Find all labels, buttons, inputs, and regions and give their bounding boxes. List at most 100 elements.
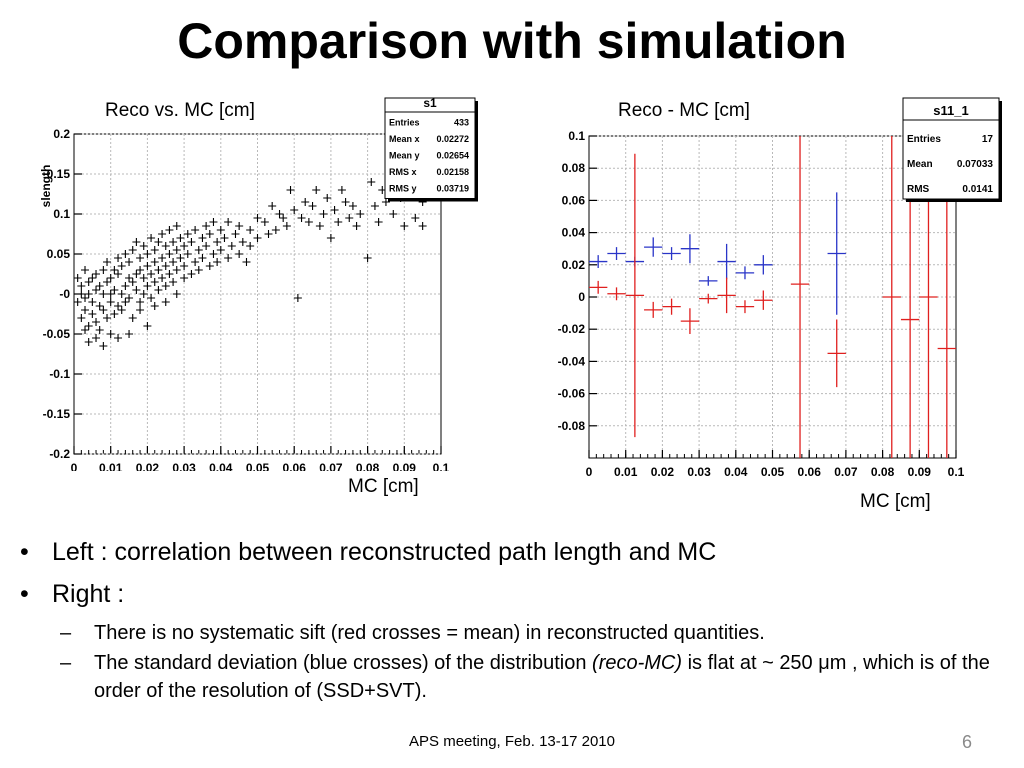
scatter-point [92, 318, 101, 326]
errorbar-point [790, 136, 810, 458]
bullet-dot: • [20, 580, 29, 608]
left-scatter-chart: 0 0.01 0.02 0.03 0.04 0.05 0.06 0.07 0.08 0.09 0.1… [39, 96, 478, 471]
stats-box-value: 0.07033 [957, 159, 994, 170]
y-tick-label: -0.02 [558, 322, 586, 336]
scatter-point [227, 242, 236, 250]
scatter-point [187, 238, 196, 246]
sub-bullet-dash: – [60, 622, 72, 644]
scatter-point [165, 250, 174, 258]
errorbar-point [754, 255, 773, 275]
scatter-point [110, 266, 119, 274]
stats-box-value: 0.03719 [436, 184, 469, 194]
scatter-point [154, 286, 163, 294]
scatter-point [411, 214, 420, 222]
right-chart-xlabel: MC [cm] [860, 491, 931, 512]
errorbar-point [754, 290, 773, 310]
y-tick-label: 0 [578, 290, 585, 304]
scatter-point [128, 314, 137, 322]
errorbar-point [644, 237, 663, 257]
scatter-point [121, 282, 130, 290]
scatter-point [99, 290, 108, 298]
y-tick-label: 0.05 [47, 247, 71, 261]
scatter-point [150, 302, 159, 310]
scatter-point [128, 278, 137, 286]
scatter-point [117, 306, 126, 314]
errorbar-point [699, 293, 718, 304]
scatter-point [92, 270, 101, 278]
bullet-item: • Right : [18, 577, 1008, 611]
scatter-point [117, 262, 126, 270]
y-axis-label: slength [39, 165, 53, 208]
stats-box-value: 17 [982, 134, 994, 145]
scatter-point [121, 298, 130, 306]
scatter-point [84, 290, 93, 298]
scatter-point [147, 294, 156, 302]
scatter-point [161, 298, 170, 306]
x-tick-label: 0 [71, 461, 78, 471]
stats-box-value: 433 [454, 118, 469, 128]
x-tick-label: 0.04 [724, 465, 748, 479]
scatter-point [136, 254, 145, 262]
sub-bullet-text-part: is flat at ~ 250 [682, 652, 819, 674]
sub-bullet-text-part: The standard deviation (blue crosses) of… [94, 652, 593, 674]
scatter-point [143, 282, 152, 290]
scatter-point [150, 246, 159, 254]
scatter-point [356, 210, 365, 218]
scatter-point [180, 262, 189, 270]
scatter-point [308, 202, 317, 210]
errorbar-point [680, 234, 700, 264]
stats-box-title: s11_1 [933, 103, 968, 118]
scatter-point [81, 294, 90, 302]
scatter-point [161, 282, 170, 290]
slide-title: Comparison with simulation [177, 13, 847, 69]
scatter-point [143, 322, 152, 330]
scatter-point [136, 306, 145, 314]
scatter-point [132, 270, 141, 278]
scatter-point [114, 270, 123, 278]
x-tick-label: 0.1 [948, 465, 965, 479]
x-tick-label: 0.05 [761, 465, 785, 479]
y-tick-label: -0.05 [43, 327, 71, 341]
scatter-point [363, 254, 372, 262]
scatter-point [253, 214, 262, 222]
y-tick-label: 0.1 [568, 129, 585, 143]
scatter-point [275, 210, 284, 218]
errorbar-point [882, 136, 901, 458]
scatter-point [154, 266, 163, 274]
bullet-dot: • [20, 538, 29, 566]
scatter-point [172, 290, 181, 298]
scatter-point [99, 342, 108, 350]
sub-bullet-text: The standard deviation (blue crosses) of… [94, 652, 990, 702]
scatter-point [161, 242, 170, 250]
scatter-point [165, 270, 174, 278]
errorbar-point [937, 155, 956, 458]
errorbar-point [607, 247, 626, 260]
scatter-point [103, 314, 112, 322]
errorbar-point [662, 298, 681, 315]
scatter-point [103, 278, 112, 286]
scatter-point [224, 218, 233, 226]
scatter-point [103, 258, 112, 266]
scatter-point [297, 214, 306, 222]
scatter-point [400, 222, 409, 230]
x-tick-label: 0.06 [798, 465, 822, 479]
y-tick-label: 0.2 [53, 127, 70, 141]
scatter-point [345, 214, 354, 222]
scatter-point [304, 218, 313, 226]
x-tick-label: 0.07 [834, 465, 858, 479]
stats-box-label: Entries [907, 134, 941, 145]
y-tick-label: 0.06 [562, 193, 586, 207]
y-tick-label: 0.02 [562, 258, 586, 272]
scatter-point [209, 250, 218, 258]
scatter-point [117, 290, 126, 298]
scatter-point [110, 310, 119, 318]
unit-micrometer: μm [818, 652, 847, 674]
page-number: 6 [961, 732, 972, 752]
scatter-point [312, 186, 321, 194]
x-tick-label: 0.02 [136, 461, 160, 471]
scatter-point [367, 178, 376, 186]
errorbar-group [589, 136, 956, 458]
scatter-point [279, 214, 288, 222]
left-chart-xlabel: MC [cm] [348, 476, 419, 497]
bullet-text: Right : [52, 580, 125, 608]
